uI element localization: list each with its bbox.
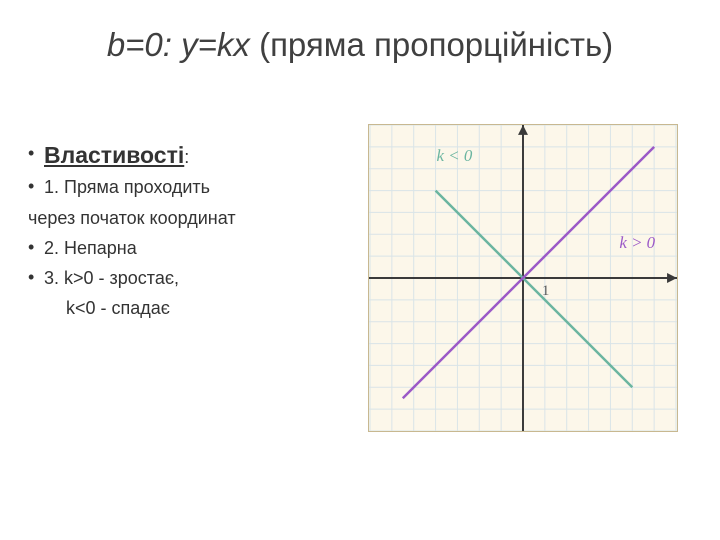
bullet-icon: •: [28, 266, 44, 289]
property-1-cont: через початок координат: [28, 206, 308, 230]
property-2: 2. Непарна: [44, 236, 137, 260]
title-formula: b=0: y=kx: [107, 26, 250, 63]
content-area: • Властивості: • 1. Пряма проходить чере…: [0, 124, 720, 432]
slide-title: b=0: y=kx (пряма пропорційність): [0, 0, 720, 64]
svg-text:k < 0: k < 0: [437, 146, 473, 165]
properties-column: • Властивості: • 1. Пряма проходить чере…: [28, 124, 308, 432]
property-3: 3. k>0 - зростає,: [44, 266, 179, 290]
bullet-icon: •: [28, 142, 44, 165]
linear-function-chart: 1k < 0k > 0: [369, 125, 677, 431]
property-3-cont: k<0 - спадає: [28, 296, 308, 320]
title-rest: (пряма пропорційність): [250, 26, 613, 63]
chart-container: 1k < 0k > 0: [368, 124, 678, 432]
bullet-icon: •: [28, 175, 44, 198]
bullet-icon: •: [28, 236, 44, 259]
properties-heading: Властивості:: [44, 142, 189, 169]
property-1: 1. Пряма проходить: [44, 175, 210, 199]
svg-text:k > 0: k > 0: [619, 233, 655, 252]
